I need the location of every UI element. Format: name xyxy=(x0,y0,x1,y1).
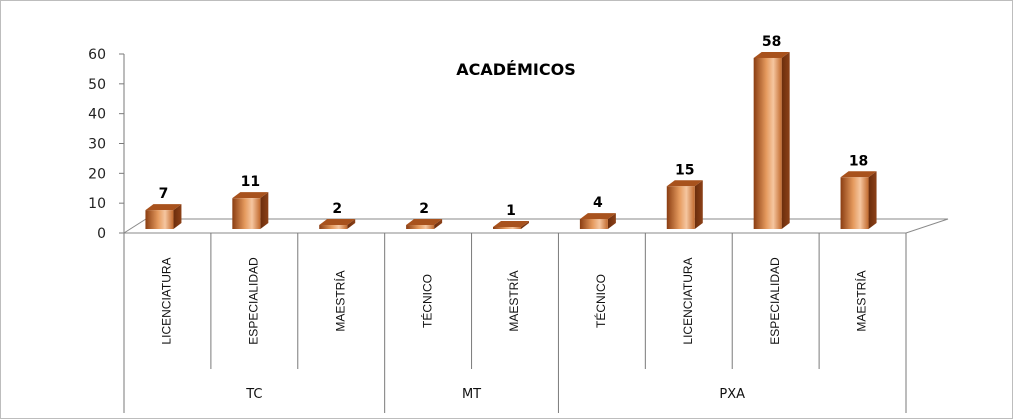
category-label: MAESTRÍA xyxy=(506,270,521,331)
data-label: 15 xyxy=(675,162,694,178)
bar-top xyxy=(666,180,703,187)
bar-top xyxy=(753,51,790,58)
bar-side xyxy=(781,51,790,229)
data-label: 58 xyxy=(762,34,781,50)
bar xyxy=(406,219,443,229)
category-label: ESPECIALIDAD xyxy=(247,257,261,345)
bar-top xyxy=(579,213,616,220)
group-label: TC xyxy=(245,387,262,402)
data-label: 1 xyxy=(506,203,516,219)
category-label: LICENCIATURA xyxy=(681,257,695,344)
data-label: 7 xyxy=(159,186,169,202)
data-label: 18 xyxy=(849,153,868,169)
bar-top xyxy=(840,171,877,178)
bar-top xyxy=(145,204,182,211)
y-tick-label: 60 xyxy=(88,47,106,63)
y-tick-label: 0 xyxy=(97,226,106,242)
bar-layer xyxy=(145,51,877,229)
bar-side xyxy=(260,192,269,229)
data-label: 11 xyxy=(241,174,260,190)
bar-side xyxy=(173,204,182,229)
bar-top xyxy=(493,221,529,227)
axis-layer: 0 10 20 30 40 50 60 xyxy=(88,47,949,413)
data-label: 2 xyxy=(419,201,429,217)
bar-side xyxy=(347,219,356,229)
category-label: MAESTRÍA xyxy=(332,270,347,331)
bar xyxy=(232,192,269,229)
bar xyxy=(753,51,790,229)
y-tick-label: 20 xyxy=(88,166,106,182)
chart-title: ACADÉMICOS xyxy=(456,60,575,79)
bar-front xyxy=(145,210,174,229)
y-tick-label: 40 xyxy=(88,107,106,123)
y-tick-label: 50 xyxy=(88,77,106,93)
bar-front xyxy=(753,57,782,229)
bar-top xyxy=(406,219,443,226)
bar-front xyxy=(840,177,869,229)
y-tick-label: 30 xyxy=(88,137,106,153)
category-label: TÉCNICO xyxy=(419,274,434,328)
group-label: PXA xyxy=(719,387,745,402)
bar-side xyxy=(868,171,877,229)
category-label: MAESTRÍA xyxy=(854,270,869,331)
bar-side xyxy=(607,213,616,229)
bar xyxy=(666,180,703,229)
y-tick-label: 10 xyxy=(88,196,106,212)
bar xyxy=(493,221,529,229)
bar-front xyxy=(493,227,521,229)
bar-front xyxy=(319,225,348,229)
category-label: ESPECIALIDAD xyxy=(768,257,782,345)
bar xyxy=(319,219,356,229)
category-label: LICENCIATURA xyxy=(160,257,174,344)
bar-front xyxy=(406,225,435,229)
bar-front xyxy=(232,198,261,229)
bar xyxy=(840,171,877,229)
label-layer: LICENCIATURA ESPECIALIDAD MAESTRÍA TÉCNICO M… xyxy=(159,34,869,402)
bar-top xyxy=(232,192,269,199)
bar xyxy=(579,213,616,229)
bar-top xyxy=(319,219,356,226)
data-label: 4 xyxy=(593,195,603,211)
bar-side xyxy=(521,221,529,229)
bar-front xyxy=(579,219,608,229)
bar-side xyxy=(694,180,703,229)
group-label: MT xyxy=(462,387,481,402)
category-label: TÉCNICO xyxy=(593,274,608,328)
data-label: 2 xyxy=(332,201,342,217)
bar-side xyxy=(434,219,443,229)
bar xyxy=(145,204,182,229)
bar-front xyxy=(666,186,695,229)
